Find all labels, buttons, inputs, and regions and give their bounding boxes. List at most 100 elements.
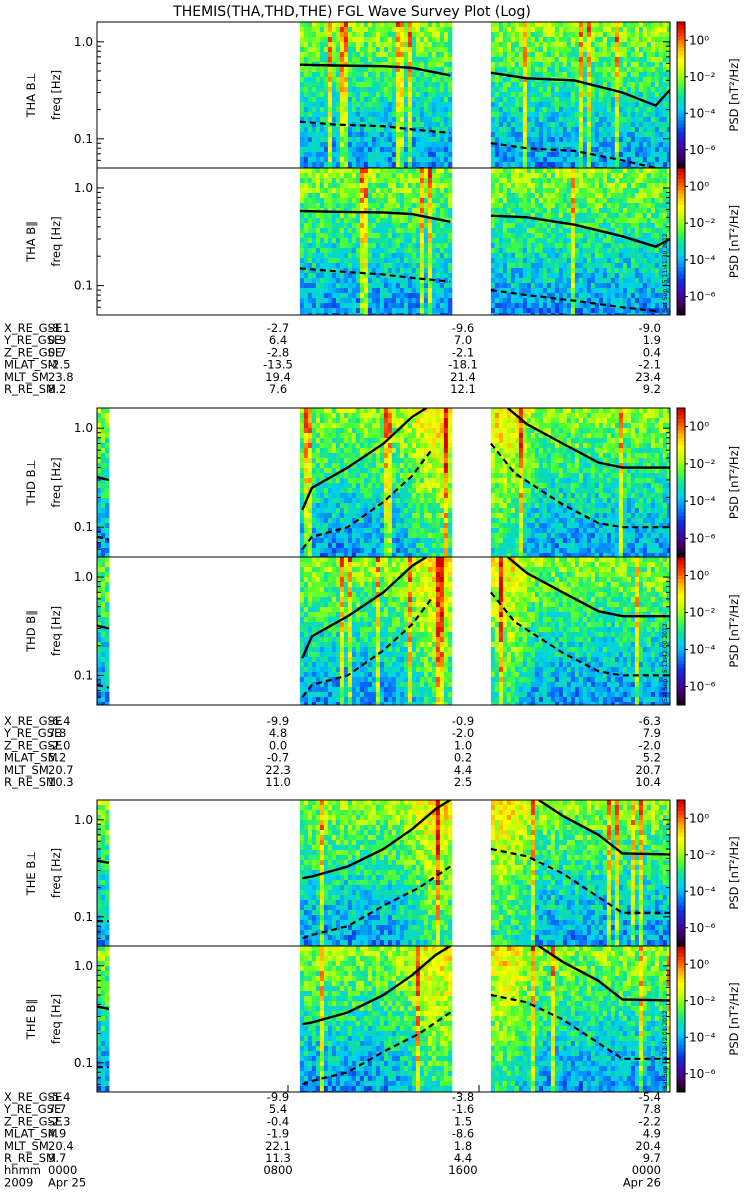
ephemeris-value: -2.1 bbox=[639, 358, 661, 372]
ephemeris-value: -0.4 bbox=[267, 1114, 289, 1128]
fce-half-line bbox=[299, 120, 451, 134]
ephemeris-value: 1.5 bbox=[454, 1114, 472, 1128]
ephemeris-value: 4.4 bbox=[454, 763, 472, 777]
y-tick-label: 1.0 bbox=[74, 570, 93, 584]
ephemeris-row-label: X_RE_GSE bbox=[4, 1090, 62, 1104]
ephemeris-row-label: R_RE_SM bbox=[4, 382, 56, 396]
ephemeris-value: 1.0 bbox=[454, 738, 472, 752]
colorbar-label: PSD [nT²/Hz] bbox=[727, 982, 741, 1055]
ephemeris-row-label: Y_RE_GSE bbox=[3, 1102, 61, 1116]
fce-half-line bbox=[301, 865, 451, 940]
panel-tha-0: 1.0 0.1 THA B⊥ freq [Hz] 10⁰ 10⁻² 10⁻⁴ 10⁻⁶ PSD … bbox=[24, 21, 741, 169]
colorbar-tick-label: 10⁻² bbox=[689, 457, 716, 471]
ephemeris-value: -9.6 bbox=[452, 321, 474, 335]
ephemeris-value: 8.2 bbox=[48, 382, 66, 396]
fce-line bbox=[97, 476, 110, 482]
y-tick-label: 0.1 bbox=[74, 520, 93, 534]
ephemeris-row-label: MLT_SM bbox=[4, 763, 49, 777]
fce-half-line bbox=[301, 449, 433, 550]
fce-line bbox=[97, 624, 110, 630]
fce-line bbox=[490, 71, 670, 108]
ephemeris-value: -2.7 bbox=[267, 321, 289, 335]
colorbar-tick-label: 10⁻⁶ bbox=[689, 921, 716, 935]
spectrogram-cells bbox=[299, 168, 670, 315]
ephemeris-value: 11.3 bbox=[265, 1151, 291, 1165]
ephemeris-row-label: hhmm bbox=[4, 1163, 41, 1177]
fce-line bbox=[301, 408, 428, 511]
y-tick-label: 1.0 bbox=[74, 813, 93, 827]
fce-line bbox=[299, 209, 451, 223]
panel-label: THA B⊥ bbox=[24, 72, 38, 118]
ephemeris-value: 7.8 bbox=[48, 726, 66, 740]
ephemeris-row-label: MLAT_SM bbox=[4, 358, 58, 372]
colorbar-tick-label: 10⁻² bbox=[689, 994, 716, 1008]
ephemeris-row-label: MLT_SM bbox=[4, 370, 49, 384]
ephemeris-value: Apr 25 bbox=[48, 1175, 86, 1189]
spectrogram-cells bbox=[97, 946, 670, 1092]
ephemeris-value: 10.3 bbox=[48, 775, 74, 789]
fce-line bbox=[97, 859, 110, 864]
ephemeris-value: 20.7 bbox=[635, 763, 661, 777]
figure-title: THEMIS(THA,THD,THE) FGL Wave Survey Plot… bbox=[172, 4, 531, 20]
ephemeris-row-label: X_RE_GSE bbox=[4, 321, 62, 335]
fce-half-line bbox=[490, 289, 656, 313]
ephemeris-value: 5.2 bbox=[48, 751, 66, 765]
colorbar: 10⁰ 10⁻² 10⁻⁴ 10⁻⁶ PSD [nT²/Hz] bbox=[676, 556, 741, 706]
ephemeris-value: 5.2 bbox=[643, 751, 661, 765]
spectrogram-cells bbox=[97, 408, 670, 557]
ephemeris-value: 0000 bbox=[48, 1163, 77, 1177]
ephemeris-value: 7.6 bbox=[269, 382, 287, 396]
y-axis-label: freq [Hz] bbox=[49, 457, 63, 507]
colorbar-tick-label: 10⁰ bbox=[689, 811, 709, 825]
colorbar: 10⁰ 10⁻² 10⁻⁴ 10⁻⁶ PSD [nT²/Hz] bbox=[676, 799, 741, 947]
ephemeris-value: -2.5 bbox=[48, 358, 70, 372]
fce-half-line bbox=[97, 535, 110, 541]
colorbar: 10⁰ 10⁻² 10⁻⁴ 10⁻⁶ PSD [nT²/Hz] bbox=[676, 167, 741, 316]
panel-the-5: 1.0 0.1 THE B∥ freq [Hz] 10⁰ 10⁻² 10⁻⁴ 10⁻⁶ PSD … bbox=[24, 945, 741, 1093]
fce-line bbox=[302, 946, 451, 1026]
colorbar-tick-label: 10⁻² bbox=[689, 216, 716, 230]
ephemeris-value: 0.4 bbox=[643, 345, 661, 359]
colorbar-tick-label: 10⁻⁴ bbox=[689, 643, 716, 657]
panel-label: THA B∥ bbox=[24, 221, 38, 263]
ephemeris-row-label: R_RE_SM bbox=[4, 775, 56, 789]
ephemeris-row-label: Z_RE_GSE bbox=[4, 1114, 62, 1128]
ephemeris-value: 22.3 bbox=[265, 763, 291, 777]
ephemeris-value: 7.8 bbox=[643, 1102, 661, 1116]
ephemeris-value: 19.4 bbox=[265, 370, 291, 384]
ephemeris-value: -1.6 bbox=[452, 1102, 474, 1116]
y-tick-label: 1.0 bbox=[74, 421, 93, 435]
ephemeris-row-label: MLT_SM bbox=[4, 1139, 49, 1153]
ephemeris-value: 5.4 bbox=[269, 1102, 287, 1116]
y-axis-label: freq [Hz] bbox=[49, 848, 63, 898]
ephemeris-value: 0.2 bbox=[454, 751, 472, 765]
fce-line bbox=[302, 800, 451, 880]
ephemeris-value: 1.8 bbox=[454, 1139, 472, 1153]
timestamp-stamp: Sat Sep 15 11:42:00 2012 bbox=[662, 623, 669, 702]
colorbar-tick-label: 10⁻⁴ bbox=[689, 1030, 716, 1044]
ephemeris-value: -8.6 bbox=[452, 1127, 474, 1141]
fce-line bbox=[97, 1005, 110, 1010]
colorbar-tick-label: 10⁻⁶ bbox=[689, 1067, 716, 1081]
y-tick-label: 0.1 bbox=[74, 668, 93, 682]
spectrogram-cells bbox=[97, 557, 670, 705]
panel-tha-1: 1.0 0.1 THA B∥ freq [Hz] 10⁰ 10⁻² 10⁻⁴ 10⁻⁶ PSD … bbox=[24, 167, 741, 316]
colorbar-label: PSD [nT²/Hz] bbox=[727, 446, 741, 519]
ephemeris-value: 9.2 bbox=[643, 382, 661, 396]
y-tick-label: 1.0 bbox=[74, 181, 93, 195]
ephemeris-value: 23.8 bbox=[48, 370, 74, 384]
fce-half-line bbox=[97, 683, 110, 689]
ephemeris-value: 20.4 bbox=[48, 1139, 74, 1153]
panel-label: THE B∥ bbox=[24, 999, 38, 1040]
panel-thd-3: 1.0 0.1 THD B∥ freq [Hz] 10⁰ 10⁻² 10⁻⁴ 10⁻⁶ PSD … bbox=[24, 556, 741, 706]
ephemeris-value: 0.9 bbox=[48, 333, 66, 347]
ephemeris-value: -18.1 bbox=[448, 358, 478, 372]
ephemeris-value: 0800 bbox=[263, 1163, 292, 1177]
ephemeris-value: -2.1 bbox=[452, 345, 474, 359]
colorbar-tick-label: 10⁻⁴ bbox=[689, 884, 716, 898]
ephemeris-value: 10.4 bbox=[635, 775, 661, 789]
panel-frame bbox=[96, 945, 671, 1093]
timestamp-stamp: Sat Sep 15 11:42:01 2012 bbox=[662, 1010, 669, 1089]
fce-half-line bbox=[490, 993, 670, 1060]
